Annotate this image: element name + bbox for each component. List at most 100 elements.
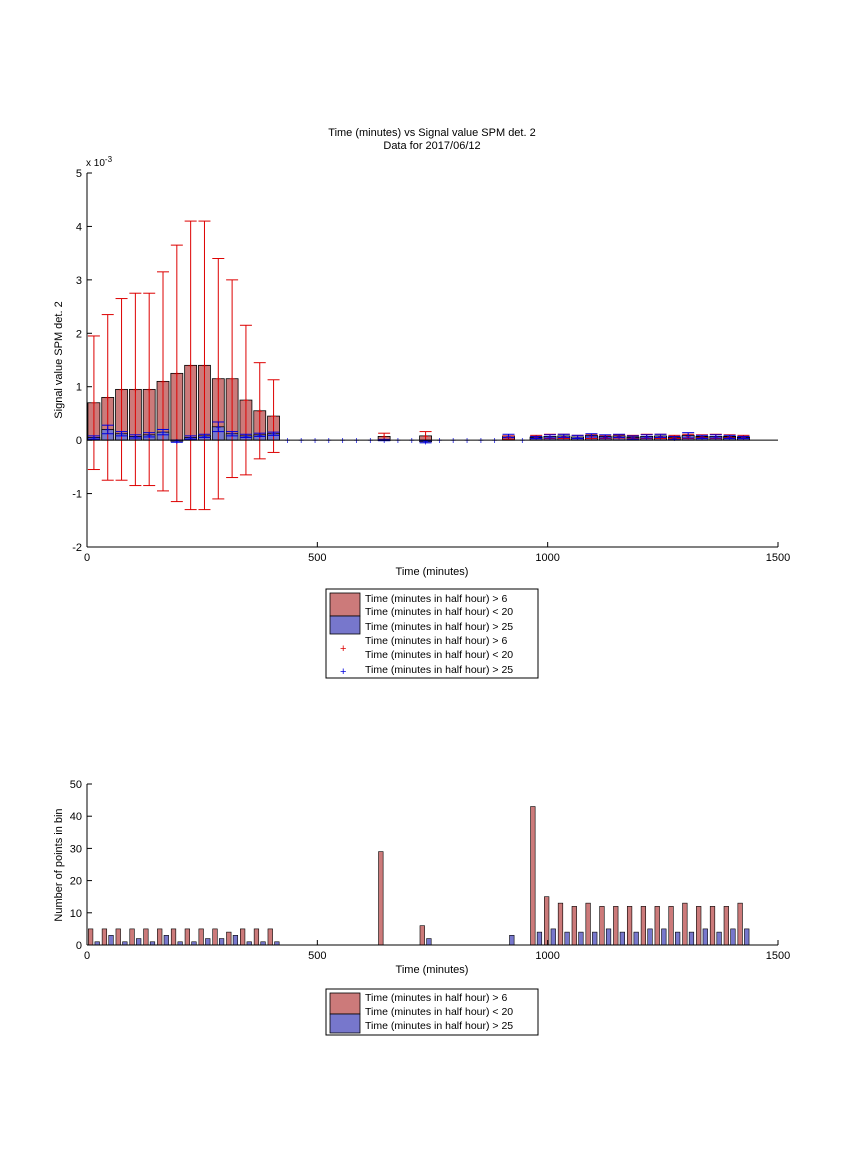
bottom-legend: Time (minutes in half hour) > 6 Time (mi… [325, 988, 539, 1036]
blue-bar [163, 935, 169, 946]
blue-bar [536, 931, 543, 946]
red-marker: + [671, 433, 677, 444]
legend-entry: Time (minutes in half hour) < 20 [365, 606, 513, 618]
legend-entry: Time (minutes in half hour) > 25 [365, 621, 513, 633]
blue-bar [509, 935, 515, 946]
y-tick-label: 10 [70, 908, 82, 920]
red-bar [184, 928, 190, 946]
x-tick-label: 1000 [535, 552, 559, 564]
blue-marker: + [658, 432, 664, 443]
red-bar [654, 906, 660, 946]
blue-marker: + [685, 431, 691, 442]
y-tick-label: 50 [70, 779, 82, 791]
blue-marker: + [91, 433, 97, 444]
red-marker: + [547, 432, 553, 443]
blue-bar [605, 928, 612, 946]
blue-marker: + [547, 432, 553, 443]
top-legend: Time (minutes in half hour) > 6 Time (mi… [325, 588, 539, 679]
blue-marker: + [644, 432, 650, 443]
blue-bar [564, 931, 570, 946]
red-marker: + [741, 433, 747, 444]
y-tick-label: 40 [70, 811, 82, 823]
blue-marker: + [215, 423, 221, 434]
red-bar [599, 906, 605, 946]
blue-bar [647, 928, 653, 946]
red-marker: + [533, 433, 539, 444]
y-tick-label: -2 [72, 542, 82, 554]
blue-marker: + [533, 433, 539, 444]
red-marker: + [119, 385, 125, 396]
red-bar [88, 928, 94, 946]
blue-marker: + [616, 432, 622, 443]
red-bar [170, 928, 177, 946]
blue-marker: + [575, 433, 581, 444]
blue-bar [716, 931, 722, 946]
blue-marker: + [312, 436, 318, 447]
blue-marker: + [409, 436, 415, 447]
blue-bar [744, 928, 750, 946]
red-marker: + [589, 432, 595, 443]
x-tick-label: 0 [84, 950, 90, 962]
red-bar [240, 928, 246, 946]
legend-box [325, 588, 539, 679]
red-bar [626, 906, 633, 946]
red-marker: + [423, 432, 429, 443]
blue-marker: + [423, 438, 429, 449]
bottom-plot: 0 500 1000 1500 0 10 20 30 40 50 Time (minutes) N… [53, 779, 790, 976]
red-bar [101, 928, 108, 946]
red-bar [544, 896, 550, 946]
legend-entry: Time (minutes in half hour) > 25 [365, 1020, 513, 1032]
blue-bar [136, 938, 142, 946]
x-tick-label: 1000 [535, 950, 559, 962]
red-marker: + [713, 432, 719, 443]
blue-bar [426, 938, 432, 946]
red-bar [613, 906, 619, 946]
legend-swatch-red [329, 992, 361, 1015]
red-marker: + [257, 407, 263, 418]
blue-bar [619, 931, 625, 946]
blue-marker: + [174, 437, 180, 448]
red-bar [640, 906, 647, 946]
red-bar [682, 902, 688, 946]
blue-marker: + [436, 436, 442, 447]
red-bar [212, 928, 218, 946]
blue-marker: + [257, 431, 263, 442]
red-marker: + [561, 432, 567, 443]
red-marker: + [644, 432, 650, 443]
blue-bar [702, 928, 708, 946]
blue-marker: + [160, 428, 166, 439]
blue-bar [592, 931, 598, 946]
red-bar [530, 806, 536, 946]
blue-marker: + [229, 430, 235, 441]
red-bar [419, 925, 425, 946]
red-marker: + [685, 432, 691, 443]
top-plot: + ++ + ++++ ++ +++ ++ + + + + + + + + + + + + + + + + + +++ + + + ++… [53, 155, 790, 578]
red-bar [585, 902, 591, 946]
blue-marker: + [271, 430, 277, 441]
red-bar [696, 906, 702, 946]
blue-marker: + [699, 433, 705, 444]
exponent-label: x 10-3 [86, 155, 113, 169]
blue-marker: + [464, 436, 470, 447]
legend-swatch-red [329, 592, 361, 617]
blue-bar [578, 931, 584, 946]
red-bar [723, 906, 729, 946]
blue-marker: + [381, 436, 387, 447]
blue-marker: + [630, 433, 636, 444]
chart-title: Time (minutes) vs Signal value SPM det. … [328, 127, 535, 139]
red-bar [115, 928, 121, 946]
y-tick-label: 4 [76, 221, 82, 233]
y-tick-label: 5 [76, 168, 82, 180]
legend-swatch-blue [329, 615, 361, 635]
x-tick-label: 500 [308, 552, 326, 564]
red-marker: + [202, 361, 208, 372]
bottom-axes: 0 500 1000 1500 0 10 20 30 40 50 [70, 779, 790, 962]
blue-bar [661, 928, 667, 946]
x-tick-label: 0 [84, 552, 90, 564]
y-tick-label: 2 [76, 328, 82, 340]
red-marker: + [727, 432, 733, 443]
blue-marker: + [146, 431, 152, 442]
blue-bar [218, 938, 225, 946]
legend-entry: Time (minutes in half hour) > 6 [365, 992, 507, 1004]
